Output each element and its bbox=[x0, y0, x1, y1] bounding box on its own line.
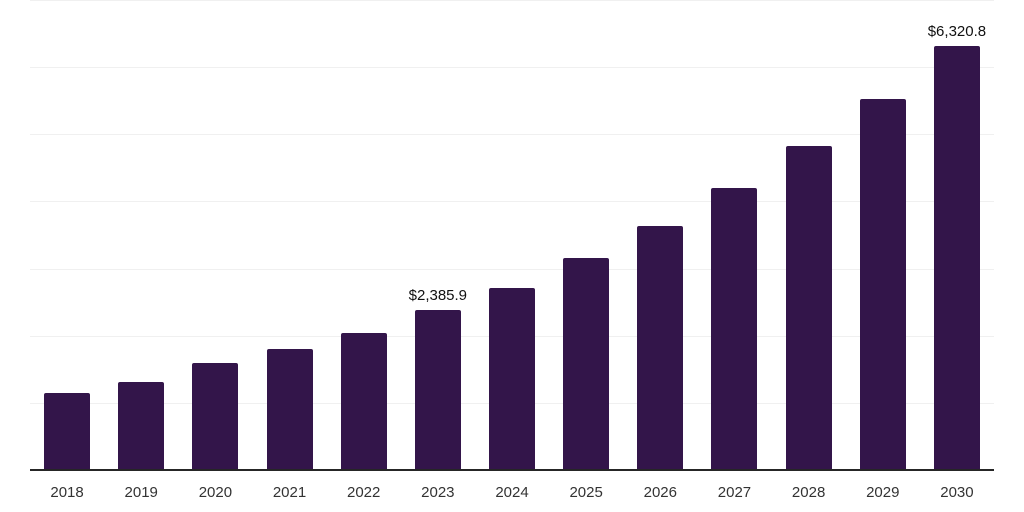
bar-slot-2022 bbox=[327, 0, 401, 470]
bar-slot-2018 bbox=[30, 0, 104, 470]
bar-2023 bbox=[414, 309, 461, 470]
value-label-2023: $2,385.9 bbox=[408, 286, 468, 304]
bar-2022 bbox=[340, 333, 387, 470]
bar-2030 bbox=[933, 45, 980, 470]
bar-2028 bbox=[785, 145, 832, 470]
x-tick-2030: 2030 bbox=[940, 484, 974, 501]
bar-slot-2030: $6,320.8 bbox=[920, 0, 994, 470]
bar-slot-2019 bbox=[104, 0, 178, 470]
bar-2029 bbox=[859, 98, 906, 470]
bar-slot-2021 bbox=[252, 0, 326, 470]
bar-slot-2023: $2,385.9 bbox=[401, 0, 475, 470]
x-tick-2023: 2023 bbox=[421, 484, 455, 501]
bar-2020 bbox=[192, 362, 239, 470]
bar-2018 bbox=[44, 392, 91, 470]
bar-slot-2027 bbox=[697, 0, 771, 470]
bar-slot-2028 bbox=[772, 0, 846, 470]
gridline-7000 bbox=[30, 0, 994, 1]
value-label-2030: $6,320.8 bbox=[927, 22, 987, 40]
x-tick-2019: 2019 bbox=[124, 484, 158, 501]
x-tick-2026: 2026 bbox=[643, 484, 677, 501]
bar-2027 bbox=[711, 187, 758, 470]
x-tick-2025: 2025 bbox=[569, 484, 603, 501]
bar-2024 bbox=[488, 287, 535, 470]
x-tick-2028: 2028 bbox=[791, 484, 826, 501]
gridline-3000 bbox=[30, 268, 994, 270]
x-tick-2018: 2018 bbox=[50, 484, 84, 501]
bar-2026 bbox=[637, 225, 684, 470]
bar-slot-2026 bbox=[623, 0, 697, 470]
x-tick-2020: 2020 bbox=[198, 484, 233, 501]
bar-slot-2029 bbox=[846, 0, 920, 470]
x-axis-labels: 2018 2019 2020 2021 2022 2023 2024 2025 2026 2027… bbox=[30, 484, 994, 504]
bar-2025 bbox=[563, 257, 610, 470]
bar-2019 bbox=[118, 382, 165, 470]
gridline-5000 bbox=[30, 134, 994, 136]
gridline-4000 bbox=[30, 201, 994, 203]
x-tick-2027: 2027 bbox=[717, 484, 752, 501]
gridline-6000 bbox=[30, 67, 994, 69]
x-tick-2024: 2024 bbox=[495, 484, 529, 501]
x-axis-line bbox=[30, 469, 994, 471]
bar-slot-2024 bbox=[475, 0, 549, 470]
x-tick-2021: 2021 bbox=[272, 484, 307, 501]
bar-slot-2020 bbox=[178, 0, 252, 470]
plot-area: $2,385.9 $6,320.8 bbox=[30, 0, 994, 471]
bar-slot-2025 bbox=[549, 0, 623, 470]
x-tick-2022: 2022 bbox=[347, 484, 381, 501]
bar-2021 bbox=[266, 349, 313, 470]
x-tick-2029: 2029 bbox=[866, 484, 900, 501]
